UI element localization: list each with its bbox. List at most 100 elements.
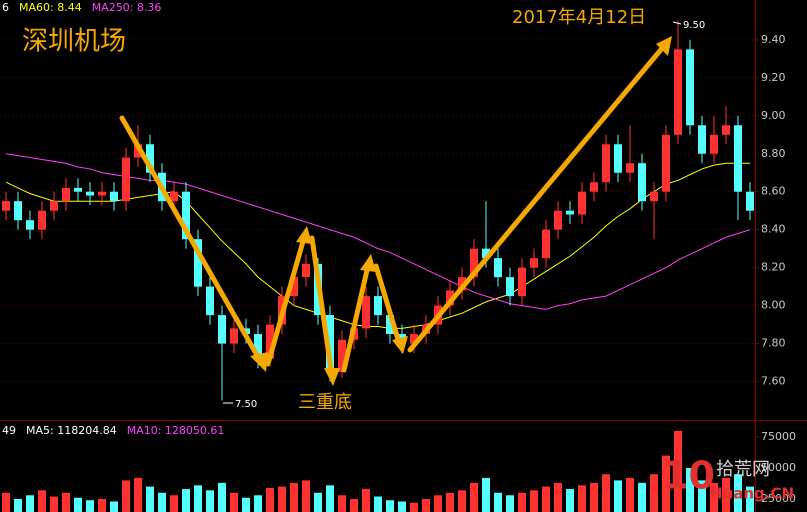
volume-bar	[710, 482, 718, 512]
legend-entry: 49	[2, 424, 16, 437]
y-tick-label: 7.60	[761, 375, 786, 388]
marks: 7.60 7.80 8.00 8.20 8.40 8.60 8.80 9.00 9.20 9.40…	[0, 20, 796, 512]
legend-entry: MA60: 8.44	[19, 1, 82, 14]
candle-body	[674, 49, 682, 135]
volume-bar	[374, 496, 382, 512]
candle-body	[374, 296, 382, 316]
candle-body	[482, 248, 490, 259]
candle-body	[494, 258, 502, 278]
watermark: 10 拾荒网 Huang.CN	[662, 454, 794, 503]
volume-bar	[14, 498, 22, 512]
volume-bar	[62, 492, 70, 512]
candle-body	[410, 334, 418, 344]
volume-bar	[422, 498, 430, 512]
volume-bar	[266, 487, 274, 512]
volume-bar	[38, 490, 46, 512]
arrow	[119, 115, 265, 367]
y-tick-label: 9.20	[761, 71, 786, 84]
y-tick-label: 8.00	[761, 299, 786, 312]
volume-bar	[518, 492, 526, 512]
candle-body	[614, 144, 622, 173]
arrow-head	[392, 336, 408, 354]
candle-body	[86, 191, 94, 196]
volume-bar	[362, 489, 370, 512]
candle-body	[530, 258, 538, 268]
pattern-label: 三重底	[298, 392, 352, 413]
volume-bar	[146, 486, 154, 512]
candle-body	[206, 286, 214, 316]
volume-bar	[254, 495, 262, 512]
volume-bar	[290, 482, 298, 512]
arrow	[309, 235, 335, 379]
volume-bar	[50, 496, 58, 512]
candle-body	[194, 239, 202, 287]
legend-entry: MA10: 128050.61	[127, 424, 225, 437]
label-leader	[672, 21, 682, 25]
volume-bar	[410, 502, 418, 512]
y-tick-label: 75000	[761, 430, 796, 443]
volume-bar	[98, 498, 106, 512]
volume-bar	[134, 477, 142, 512]
volume-bar	[626, 477, 634, 512]
y-tick-label: 8.60	[761, 185, 786, 198]
candle-body	[734, 125, 742, 192]
legend-entry: MA250: 8.36	[92, 1, 162, 14]
candle-body	[302, 263, 310, 278]
volume-bar	[602, 474, 610, 512]
volume-bar	[338, 495, 346, 512]
volume-bar	[314, 492, 322, 512]
stock-title: 深圳机场	[22, 27, 126, 57]
volume-bar	[638, 482, 646, 512]
volume-bar	[2, 492, 10, 512]
y-tick-label: 9.40	[761, 33, 786, 46]
volume-bar	[194, 485, 202, 512]
candle-body	[506, 277, 514, 297]
candle-body	[14, 201, 22, 221]
candle-body	[74, 187, 82, 192]
volume-bar	[122, 480, 130, 512]
volume-bar	[326, 485, 334, 512]
volume-bar	[230, 492, 238, 512]
volume-bar	[110, 501, 118, 512]
volume-bar	[674, 430, 682, 512]
volume-bar	[170, 495, 178, 512]
candle-body	[746, 191, 754, 211]
candle-body	[710, 134, 718, 154]
candle-body	[470, 248, 478, 278]
candle-body	[2, 201, 10, 211]
candle-body	[698, 125, 706, 154]
arrow	[265, 235, 307, 367]
volume-bar	[686, 468, 694, 512]
volume-bar	[530, 490, 538, 512]
candle-body	[170, 191, 178, 202]
candle-body	[50, 201, 58, 211]
volume-bar	[458, 490, 466, 512]
volume-bar	[734, 474, 742, 512]
candle-body	[626, 163, 634, 173]
y-tick-label: 9.00	[761, 109, 786, 122]
volume-bar	[494, 492, 502, 512]
y-tick-label: 8.40	[761, 223, 786, 236]
y-tick-label: 50000	[761, 461, 796, 474]
arrow-heads	[250, 36, 672, 386]
candle-body	[290, 277, 298, 297]
candle-body	[146, 144, 154, 173]
date-annotation: 2017年4月12日	[512, 7, 646, 28]
pattern-arrows	[119, 43, 667, 379]
candle-body	[554, 210, 562, 230]
watermark-site: Huang.CN	[710, 485, 794, 503]
legend-entry: MA5: 118204.84	[26, 424, 117, 437]
volume-bar	[206, 490, 214, 512]
candle-body	[230, 328, 238, 344]
volume-bar	[86, 500, 94, 512]
arrow-head	[360, 254, 376, 272]
high-label: 9.50	[683, 20, 705, 31]
volume-bar	[302, 480, 310, 512]
volume-bar	[722, 477, 730, 512]
candle-body	[686, 49, 694, 126]
candle-body	[590, 182, 598, 192]
arrow	[341, 263, 371, 373]
